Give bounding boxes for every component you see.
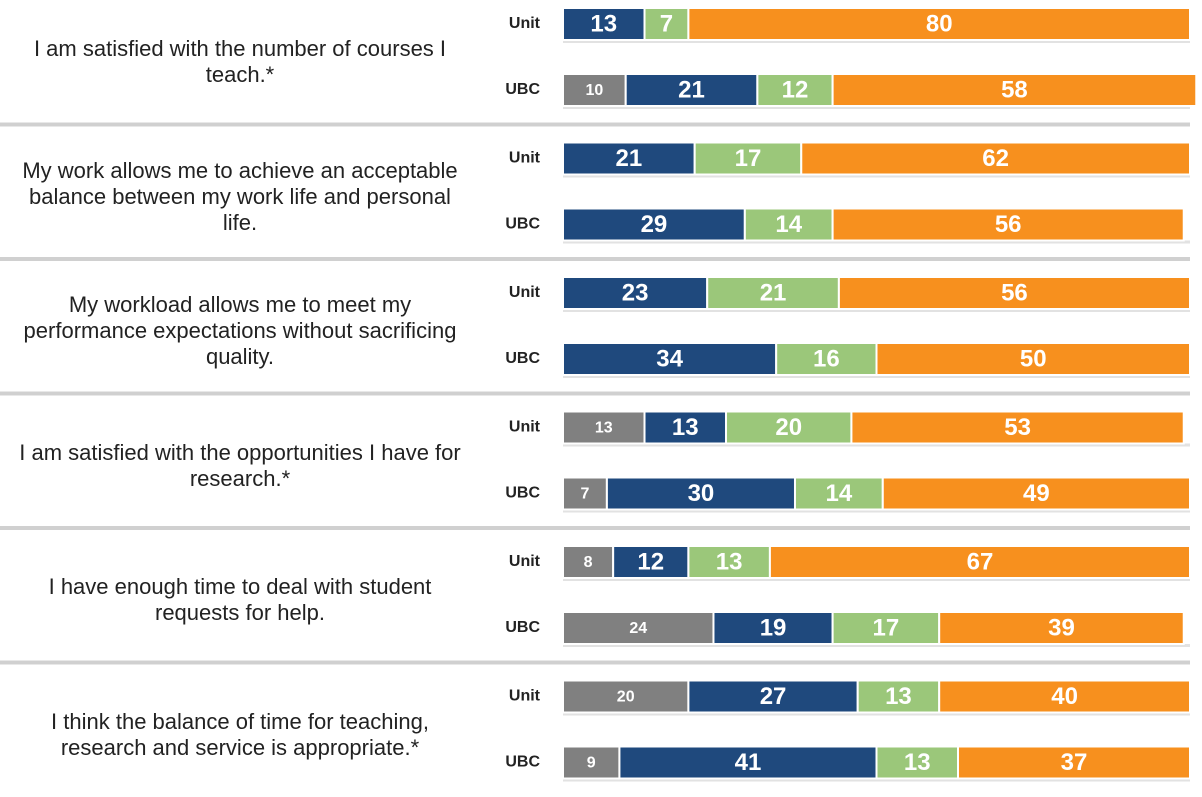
value-label: 13 [904, 749, 931, 776]
group-label: Unit [509, 553, 541, 570]
value-label: 39 [1048, 614, 1075, 641]
value-label: 56 [1001, 279, 1028, 306]
value-label: 62 [982, 145, 1009, 172]
group-label: UBC [505, 485, 540, 502]
value-label: 20 [617, 689, 635, 706]
value-label: 8 [584, 554, 593, 571]
value-label: 9 [587, 755, 596, 772]
group-label: UBC [505, 619, 540, 636]
value-label: 24 [629, 620, 647, 637]
value-label: 7 [660, 10, 673, 37]
group-label: Unit [509, 15, 541, 32]
question-text: My work allows me to achieve an acceptab… [10, 158, 470, 236]
value-label: 16 [813, 345, 840, 372]
value-label: 34 [656, 345, 683, 372]
group-label: Unit [509, 150, 541, 167]
value-label: 29 [641, 211, 668, 238]
value-label: 20 [775, 414, 802, 441]
question: I am satisfied with the opportunities I … [0, 404, 480, 529]
value-label: 50 [1020, 345, 1047, 372]
group-label: Unit [509, 688, 541, 705]
value-label: 21 [615, 145, 642, 172]
value-label: 19 [760, 614, 787, 641]
value-label: 13 [716, 548, 743, 575]
question-text: I am satisfied with the number of course… [10, 36, 470, 88]
question-text: I have enough time to deal with student … [10, 574, 470, 626]
value-label: 21 [760, 279, 787, 306]
value-label: 13 [672, 414, 699, 441]
group-label: UBC [505, 216, 540, 233]
value-label: 7 [580, 486, 589, 503]
group-label: Unit [509, 284, 541, 301]
group-label: UBC [505, 754, 540, 771]
value-label: 58 [1001, 76, 1028, 103]
value-label: 14 [826, 480, 853, 507]
value-label: 80 [926, 10, 953, 37]
value-label: 40 [1051, 683, 1078, 710]
value-label: 41 [735, 749, 762, 776]
value-label: 53 [1004, 414, 1031, 441]
value-label: 12 [637, 548, 664, 575]
question: I think the balance of time for teaching… [0, 673, 480, 797]
value-label: 37 [1061, 749, 1088, 776]
value-label: 13 [590, 10, 617, 37]
question: I have enough time to deal with student … [0, 538, 480, 663]
question: I am satisfied with the number of course… [0, 0, 480, 125]
value-label: 17 [735, 145, 762, 172]
group-label: UBC [505, 81, 540, 98]
value-label: 56 [995, 211, 1022, 238]
value-label: 49 [1023, 480, 1050, 507]
value-label: 23 [622, 279, 649, 306]
value-label: 13 [885, 683, 912, 710]
group-label: UBC [505, 350, 540, 367]
value-label: 27 [760, 683, 787, 710]
value-label: 10 [585, 82, 603, 99]
question-text: I am satisfied with the opportunities I … [10, 440, 470, 492]
question-text: I think the balance of time for teaching… [10, 709, 470, 761]
group-label: Unit [509, 419, 541, 436]
question: My workload allows me to meet my perform… [0, 269, 480, 394]
value-label: 13 [595, 420, 613, 437]
question-text: My workload allows me to meet my perform… [10, 292, 470, 370]
question: My work allows me to achieve an acceptab… [0, 135, 480, 260]
value-label: 14 [775, 211, 802, 238]
value-label: 17 [873, 614, 900, 641]
value-label: 21 [678, 76, 705, 103]
value-label: 67 [967, 548, 994, 575]
value-label: 12 [782, 76, 809, 103]
value-label: 30 [688, 480, 715, 507]
